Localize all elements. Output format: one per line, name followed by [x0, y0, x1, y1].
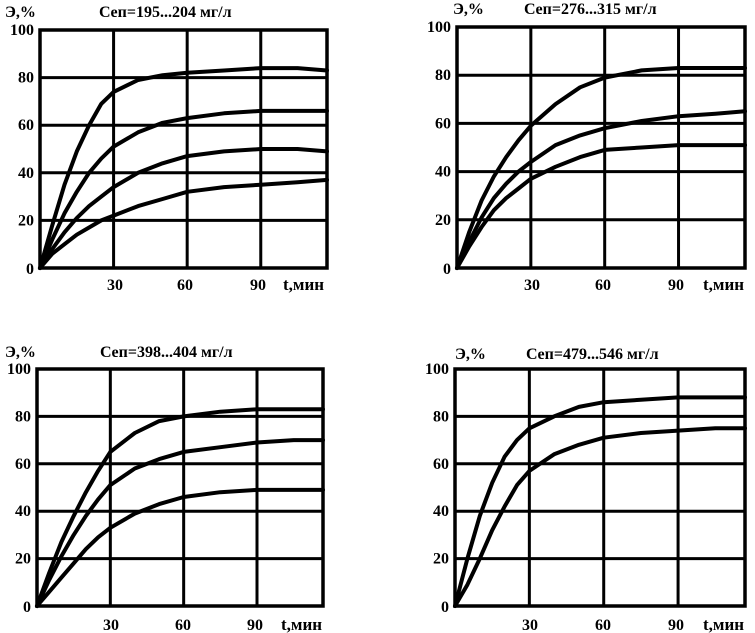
y-tick-label: 20 — [15, 551, 31, 568]
chart-panel-1: 0 20 40 60 80 100 30 60 90 Э,% t,мин Cеп=195...204 … — [5, 4, 329, 294]
y-tick-label: 100 — [427, 19, 451, 36]
series-line-3 — [38, 147, 329, 270]
y-tick-label: 100 — [425, 361, 449, 378]
x-tick-label: 90 — [668, 617, 684, 633]
series-line-2 — [35, 438, 325, 608]
series-line-3 — [35, 487, 325, 608]
y-tick-label: 60 — [15, 456, 31, 473]
y-tick-label: 20 — [435, 212, 451, 229]
y-tick-label: 60 — [433, 456, 449, 473]
chart-title: Cеп=195...204 мг/л — [99, 4, 232, 21]
chart-panel-2: 0 20 40 60 80 100 30 60 90 Э,% t,мин Cеп=276...315 … — [427, 1, 747, 294]
series-line-1 — [455, 66, 747, 270]
plot-frame — [455, 25, 747, 270]
series-line-3 — [455, 143, 747, 270]
series-line-2 — [453, 426, 747, 608]
y-tick-label: 60 — [435, 115, 451, 132]
y-tick-label: 40 — [18, 165, 34, 182]
y-tick-label: 40 — [15, 503, 31, 520]
x-tick-label: 60 — [177, 277, 193, 294]
y-tick-label: 100 — [10, 22, 34, 39]
x-tick-label: 30 — [524, 277, 540, 294]
x-tick-label: 60 — [595, 277, 611, 294]
x-tick-label: 30 — [522, 617, 538, 633]
series-line-2 — [455, 109, 747, 270]
y-tick-label: 0 — [26, 261, 34, 278]
plot-frame — [453, 367, 747, 608]
series-line-1 — [38, 66, 329, 270]
x-axis-label: t,мин — [703, 275, 744, 294]
chart-title: Cеп=276...315 мг/л — [524, 1, 657, 18]
series-line-1 — [453, 395, 747, 608]
y-tick-label: 0 — [23, 599, 31, 616]
y-tick-label: 60 — [18, 117, 34, 134]
chart-panel-4: 0 20 40 60 80 100 30 60 90 Э,% t,мин Cеп=479...546 … — [425, 346, 747, 633]
chart-title: Cеп=398...404 мг/л — [100, 344, 233, 361]
y-tick-label: 80 — [433, 408, 449, 425]
y-tick-label: 80 — [435, 67, 451, 84]
y-tick-label: 80 — [18, 70, 34, 87]
series-line-4 — [38, 177, 329, 270]
y-tick-label: 0 — [443, 261, 451, 278]
chart-panel-3: 0 20 40 60 80 100 30 60 90 Э,% t,мин Cеп=398...404 … — [5, 344, 325, 633]
x-tick-label: 60 — [595, 617, 611, 633]
x-axis-label: t,мин — [703, 615, 744, 633]
x-tick-label: 30 — [107, 277, 123, 294]
y-tick-label: 0 — [441, 599, 449, 616]
plot-frame — [35, 367, 325, 608]
y-tick-label: 80 — [15, 408, 31, 425]
y-tick-label: 20 — [18, 212, 34, 229]
y-tick-label: 40 — [433, 503, 449, 520]
plot-frame — [38, 28, 329, 270]
y-axis-label: Э,% — [5, 344, 36, 361]
x-tick-label: 30 — [103, 617, 119, 633]
x-tick-label: 90 — [247, 617, 263, 633]
y-tick-label: 100 — [7, 361, 31, 378]
y-axis-label: Э,% — [453, 1, 484, 18]
y-axis-label: Э,% — [455, 346, 486, 363]
series-line-2 — [38, 108, 329, 270]
y-tick-label: 20 — [433, 551, 449, 568]
y-axis-label: Э,% — [5, 4, 36, 21]
y-tick-label: 40 — [435, 164, 451, 181]
x-axis-label: t,мин — [283, 275, 324, 294]
x-tick-label: 60 — [175, 617, 191, 633]
series-line-1 — [35, 407, 325, 608]
x-tick-label: 90 — [668, 277, 684, 294]
x-axis-label: t,мин — [281, 615, 322, 633]
x-tick-label: 90 — [250, 277, 266, 294]
chart-title: Cеп=479...546 мг/л — [526, 346, 659, 363]
